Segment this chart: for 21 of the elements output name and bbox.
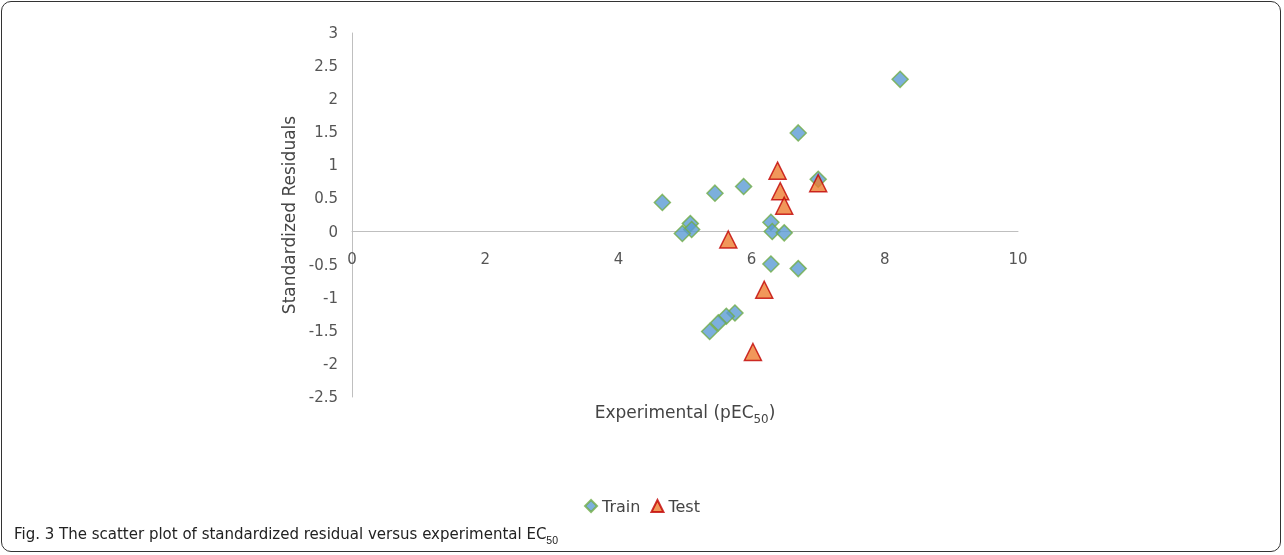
y-tick-label: 0.5 xyxy=(314,189,338,208)
legend-label: Test xyxy=(667,496,700,516)
y-tick-label: 1.5 xyxy=(314,123,338,142)
y-tick-label: -1 xyxy=(323,288,338,307)
y-axis-title: Standardized Residuals xyxy=(279,115,300,315)
y-tick-label: -2.5 xyxy=(308,388,338,406)
y-tick-label: -0.5 xyxy=(308,255,338,274)
y-tick-label: 2 xyxy=(328,90,338,109)
y-tick-label: 1 xyxy=(328,156,338,175)
legend-label: Train xyxy=(601,496,641,516)
y-tick-label: -2 xyxy=(323,354,338,373)
y-tick-label: -1.5 xyxy=(308,321,338,340)
y-tick-label: 3 xyxy=(328,24,338,42)
y-tick-label: 0 xyxy=(328,222,338,241)
x-tick-label: 6 xyxy=(746,250,757,269)
y-tick-label: 2.5 xyxy=(314,57,338,76)
x-tick-label: 4 xyxy=(613,250,624,269)
x-tick-label: 8 xyxy=(880,250,890,269)
x-tick-label: 2 xyxy=(480,250,490,269)
x-tick-label: 10 xyxy=(1008,250,1028,269)
x-tick-label: 0 xyxy=(347,250,357,269)
